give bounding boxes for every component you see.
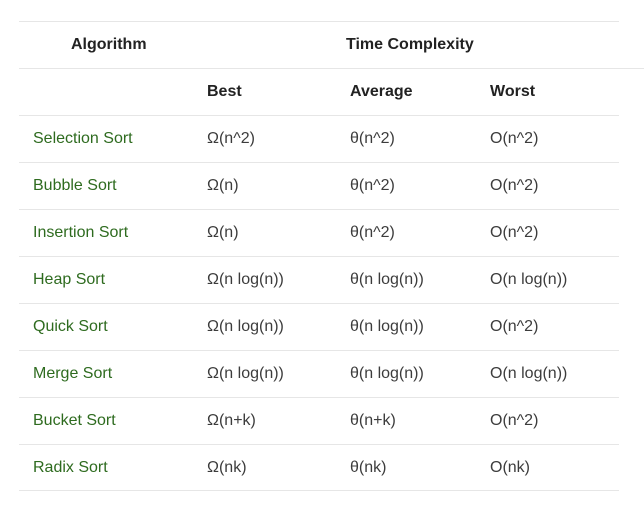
algorithm-name: Bucket Sort [33, 412, 116, 429]
average-case-cell: θ(nk) [350, 459, 387, 476]
best-case-cell: Ω(n log(n)) [207, 365, 284, 382]
table-row: Bubble Sort Ω(n) θ(n^2) O(n^2) [19, 162, 619, 209]
table-subheader-row: Best Average Worst [19, 68, 644, 115]
best-case-cell: Ω(n log(n)) [207, 271, 284, 288]
algorithm-name: Quick Sort [33, 318, 108, 335]
algorithm-name: Insertion Sort [33, 224, 129, 241]
average-case-cell: θ(n^2) [350, 177, 395, 194]
divider [619, 68, 644, 69]
worst-case-cell: O(n^2) [490, 412, 539, 429]
average-case-cell: θ(n+k) [350, 412, 396, 429]
table-row: Selection Sort Ω(n^2) θ(n^2) O(n^2) [19, 115, 619, 162]
best-case-cell: Ω(nk) [207, 459, 247, 476]
algorithm-name: Heap Sort [33, 271, 106, 288]
average-column-header: Average [350, 83, 413, 100]
worst-case-cell: O(n log(n)) [490, 271, 568, 288]
table-row: Quick Sort Ω(n log(n)) θ(n log(n)) O(n^2… [19, 303, 619, 350]
algorithm-name: Selection Sort [33, 130, 133, 147]
worst-case-cell: O(n log(n)) [490, 365, 568, 382]
best-case-cell: Ω(n^2) [207, 130, 255, 147]
worst-case-cell: O(n^2) [490, 130, 539, 147]
worst-case-cell: O(n^2) [490, 224, 539, 241]
worst-column-header: Worst [490, 83, 536, 100]
table-header-row: Algorithm Time Complexity [19, 21, 619, 68]
table-row: Insertion Sort Ω(n) θ(n^2) O(n^2) [19, 209, 619, 256]
best-case-cell: Ω(n log(n)) [207, 318, 284, 335]
best-column-header: Best [207, 83, 242, 100]
table-row: Heap Sort Ω(n log(n)) θ(n log(n)) O(n lo… [19, 256, 619, 303]
time-complexity-column-header: Time Complexity [346, 36, 474, 53]
best-case-cell: Ω(n+k) [207, 412, 256, 429]
best-case-cell: Ω(n) [207, 224, 239, 241]
average-case-cell: θ(n log(n)) [350, 318, 424, 335]
best-case-cell: Ω(n) [207, 177, 239, 194]
algorithm-column-header: Algorithm [71, 36, 147, 53]
complexity-table: Algorithm Time Complexity Best Average W… [19, 21, 644, 491]
table-row: Bucket Sort Ω(n+k) θ(n+k) O(n^2) [19, 397, 619, 444]
worst-case-cell: O(n^2) [490, 318, 539, 335]
average-case-cell: θ(n log(n)) [350, 365, 424, 382]
average-case-cell: θ(n^2) [350, 130, 395, 147]
algorithm-name: Merge Sort [33, 365, 113, 382]
worst-case-cell: O(nk) [490, 459, 530, 476]
average-case-cell: θ(n log(n)) [350, 271, 424, 288]
average-case-cell: θ(n^2) [350, 224, 395, 241]
algorithm-name: Radix Sort [33, 459, 108, 476]
table-row: Merge Sort Ω(n log(n)) θ(n log(n)) O(n l… [19, 350, 619, 397]
table-row: Radix Sort Ω(nk) θ(nk) O(nk) [19, 444, 619, 491]
worst-case-cell: O(n^2) [490, 177, 539, 194]
algorithm-name: Bubble Sort [33, 177, 117, 194]
